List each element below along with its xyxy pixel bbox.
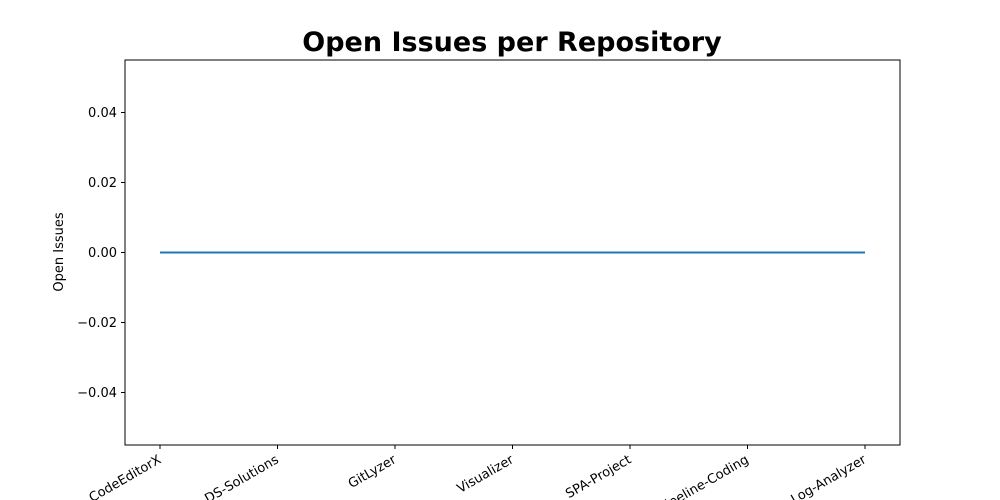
x-tick-label: DS-Solutions — [202, 452, 281, 500]
chart-title: Open Issues per Repository — [302, 27, 722, 58]
x-tick-label: CodeEditorX — [87, 452, 164, 500]
y-tick-label: 0.04 — [88, 106, 117, 121]
y-tick-label: 0.00 — [88, 246, 117, 261]
x-tick-label: Log-Analyzer — [789, 452, 870, 500]
x-tick-label: SPA-Project — [563, 452, 634, 500]
y-axis: −0.04 −0.02 0.00 0.02 0.04 — [77, 106, 125, 401]
x-axis: CodeEditorX DS-Solutions GitLyzer Visualize… — [87, 445, 870, 500]
y-tick-label: −0.02 — [77, 316, 117, 331]
x-tick-label: Visualizer — [455, 452, 517, 497]
y-tick-label: −0.04 — [77, 386, 117, 401]
x-tick-label: Pipeline-Coding — [657, 452, 752, 500]
x-tick-label: GitLyzer — [346, 452, 400, 492]
y-tick-label: 0.02 — [88, 176, 117, 191]
y-axis-label: Open Issues — [52, 212, 67, 291]
